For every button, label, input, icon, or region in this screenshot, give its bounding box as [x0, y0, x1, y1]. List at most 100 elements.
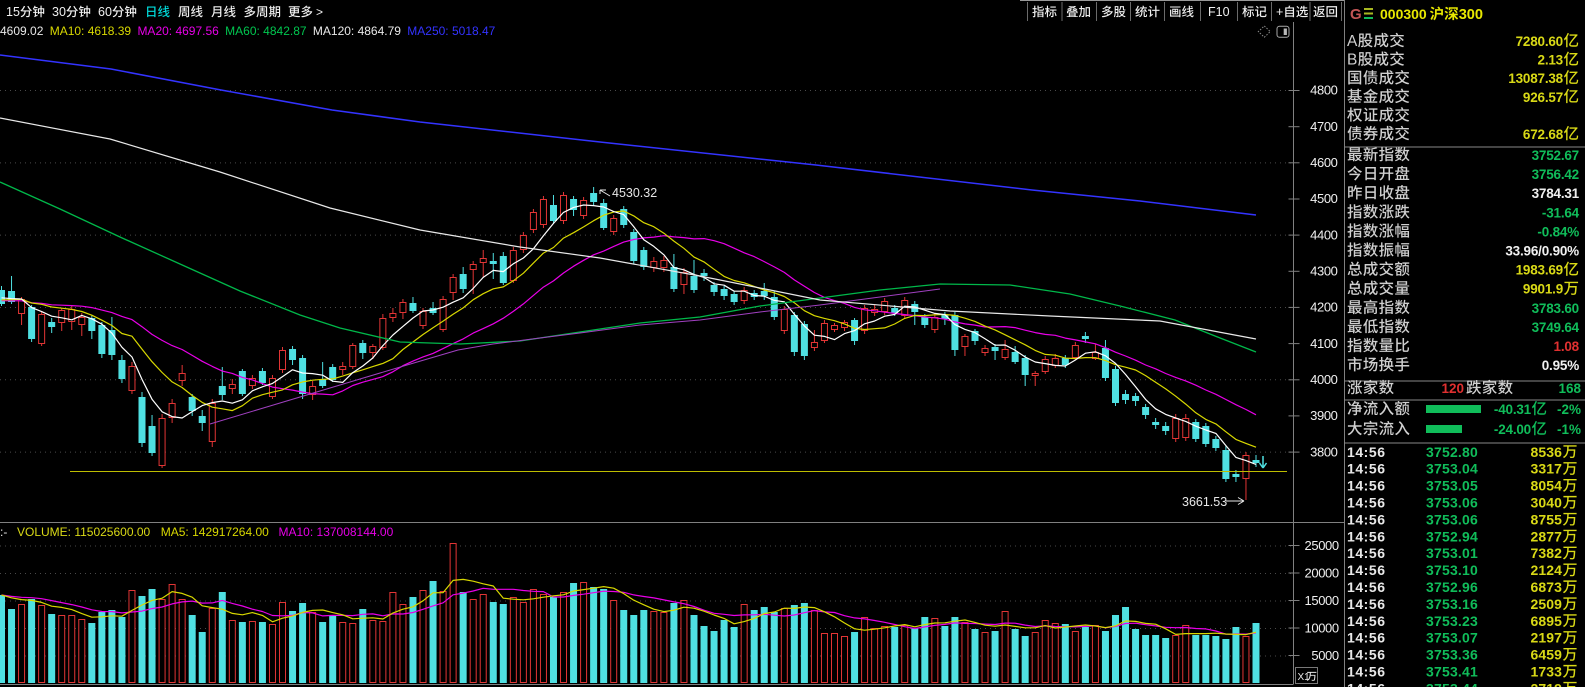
svg-text:14:56: 14:56 [1347, 596, 1386, 612]
svg-text:14:56: 14:56 [1347, 664, 1386, 680]
svg-text:926.57: 926.57 [1523, 90, 1563, 105]
svg-text:MA120: 4864.79: MA120: 4864.79 [313, 24, 401, 38]
svg-text:4700: 4700 [1310, 119, 1337, 134]
svg-text:4200: 4200 [1310, 300, 1337, 315]
svg-text:-31.64: -31.64 [1542, 205, 1580, 220]
svg-text:MA60: 4842.87: MA60: 4842.87 [225, 24, 307, 38]
svg-text:30: 30 [52, 5, 66, 19]
svg-text:4000: 4000 [1310, 372, 1337, 387]
svg-text:7382: 7382 [1530, 545, 1562, 561]
svg-text:B: B [1347, 52, 1358, 69]
svg-text:6895: 6895 [1530, 613, 1562, 629]
svg-text:300: 300 [1459, 7, 1483, 23]
svg-text:3752.96: 3752.96 [1426, 579, 1478, 595]
svg-text:25000: 25000 [1305, 538, 1339, 553]
svg-text:14:56: 14:56 [1347, 528, 1386, 544]
svg-text:60: 60 [98, 5, 112, 19]
svg-text:9901.9: 9901.9 [1523, 282, 1563, 297]
svg-text:3040: 3040 [1530, 495, 1562, 511]
svg-text:G: G [1350, 6, 1362, 23]
svg-text:4600: 4600 [1310, 155, 1337, 170]
svg-text:2877: 2877 [1530, 528, 1562, 544]
svg-text:2719: 2719 [1530, 680, 1562, 687]
svg-text:14:56: 14:56 [1347, 495, 1386, 511]
svg-text:X1: X1 [1298, 672, 1311, 683]
svg-text:MA10: 137008144.00: MA10: 137008144.00 [279, 525, 394, 539]
svg-text:2197: 2197 [1530, 630, 1562, 646]
svg-text:1733: 1733 [1530, 664, 1562, 680]
svg-text:3753.05: 3753.05 [1426, 478, 1478, 494]
svg-text:1983.69: 1983.69 [1516, 263, 1563, 278]
svg-text:3317: 3317 [1530, 461, 1562, 477]
svg-text:13087.38: 13087.38 [1508, 71, 1563, 86]
svg-text:14:56: 14:56 [1347, 680, 1386, 687]
svg-text:-24.00: -24.00 [1494, 422, 1531, 437]
svg-text:MA250: 5018.47: MA250: 5018.47 [407, 24, 495, 38]
svg-text:3756.42: 3756.42 [1532, 167, 1579, 182]
svg-text:14:56: 14:56 [1347, 478, 1386, 494]
svg-text:MA5: 142917264.00: MA5: 142917264.00 [161, 525, 269, 539]
svg-text:2124: 2124 [1530, 562, 1562, 578]
svg-text:VOLUME: 115025600.00: VOLUME: 115025600.00 [17, 525, 151, 539]
svg-text:7280.60: 7280.60 [1516, 34, 1563, 49]
svg-text:14:56: 14:56 [1347, 444, 1386, 460]
svg-text:0.95%: 0.95% [1542, 358, 1579, 373]
svg-text:3800: 3800 [1310, 444, 1337, 459]
svg-text:-2%: -2% [1557, 402, 1581, 417]
svg-text:3753.44: 3753.44 [1426, 680, 1478, 687]
svg-text:3783.60: 3783.60 [1532, 301, 1579, 316]
svg-text:6459: 6459 [1530, 647, 1562, 663]
svg-text:14:56: 14:56 [1347, 613, 1386, 629]
svg-text:3753.41: 3753.41 [1426, 664, 1478, 680]
svg-text:20000: 20000 [1305, 566, 1339, 581]
svg-text:10000: 10000 [1305, 621, 1339, 636]
svg-text:3661.53: 3661.53 [1182, 495, 1227, 509]
svg-text:3784.31: 3784.31 [1532, 186, 1580, 201]
svg-text:-0.84%: -0.84% [1537, 224, 1579, 239]
svg-text:3753.23: 3753.23 [1426, 613, 1478, 629]
svg-text:3752.80: 3752.80 [1426, 444, 1478, 460]
svg-text:3753.36: 3753.36 [1426, 647, 1478, 663]
svg-text:8054: 8054 [1530, 478, 1562, 494]
svg-text:4500: 4500 [1310, 191, 1337, 206]
svg-text:4300: 4300 [1310, 264, 1337, 279]
svg-text:3752.94: 3752.94 [1426, 528, 1478, 544]
svg-text:3753.07: 3753.07 [1426, 630, 1478, 646]
svg-text:+: + [1276, 5, 1283, 19]
svg-text:3749.64: 3749.64 [1532, 320, 1580, 335]
svg-text:3753.06: 3753.06 [1426, 495, 1478, 511]
svg-text:8755: 8755 [1530, 511, 1562, 527]
svg-text:6873: 6873 [1530, 579, 1562, 595]
svg-text:14:56: 14:56 [1347, 562, 1386, 578]
svg-text:2.13: 2.13 [1538, 53, 1564, 68]
svg-text:8536: 8536 [1530, 444, 1562, 460]
svg-text:>: > [316, 5, 323, 19]
svg-text:3753.16: 3753.16 [1426, 596, 1478, 612]
svg-text:672.68: 672.68 [1523, 127, 1564, 142]
svg-text:A: A [1347, 33, 1358, 50]
svg-text:14:56: 14:56 [1347, 579, 1386, 595]
svg-text:1.08: 1.08 [1554, 339, 1580, 354]
svg-text:3753.06: 3753.06 [1426, 511, 1478, 527]
svg-text:3753.04: 3753.04 [1426, 461, 1478, 477]
svg-text:4530.32: 4530.32 [612, 186, 657, 200]
svg-text:3752.67: 3752.67 [1532, 148, 1579, 163]
svg-text:MA20: 4697.56: MA20: 4697.56 [137, 24, 219, 38]
svg-text:3900: 3900 [1310, 408, 1337, 423]
svg-text:14:56: 14:56 [1347, 461, 1386, 477]
svg-text:14:56: 14:56 [1347, 545, 1386, 561]
svg-text:4609.02: 4609.02 [0, 24, 44, 38]
svg-text:14:56: 14:56 [1347, 647, 1386, 663]
svg-text:168: 168 [1558, 381, 1581, 396]
svg-text:14:56: 14:56 [1347, 511, 1386, 527]
svg-text:4800: 4800 [1310, 83, 1337, 98]
svg-text:14:56: 14:56 [1347, 630, 1386, 646]
svg-text:F10: F10 [1208, 5, 1230, 19]
svg-text:MA10: 4618.39: MA10: 4618.39 [50, 24, 132, 38]
svg-text:15000: 15000 [1305, 593, 1339, 608]
svg-text:4400: 4400 [1310, 227, 1337, 242]
svg-text:5000: 5000 [1311, 648, 1338, 663]
svg-text::-: :- [0, 525, 7, 539]
svg-text:-1%: -1% [1557, 422, 1581, 437]
svg-text:4100: 4100 [1310, 336, 1337, 351]
